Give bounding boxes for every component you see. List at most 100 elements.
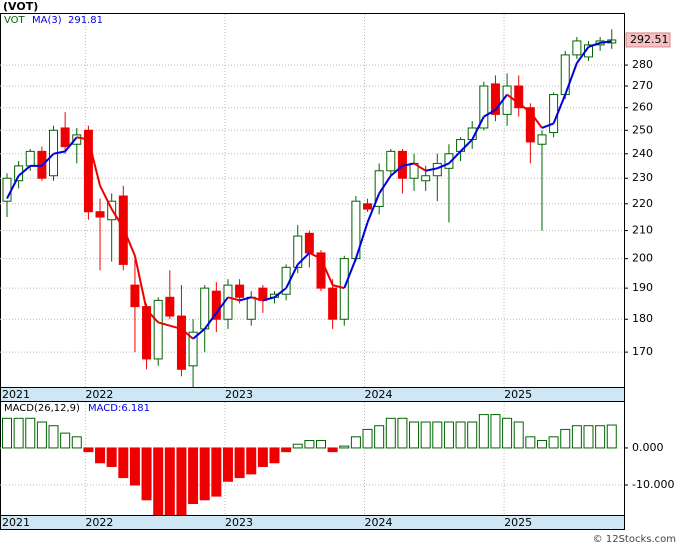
legend-symbol: VOT: [4, 15, 26, 26]
ma-segment: [448, 150, 462, 165]
x-tick-label: 2023: [225, 516, 253, 529]
candle-body: [235, 284, 245, 298]
macd-bar: [467, 421, 478, 449]
ma-segment: [343, 258, 357, 289]
candle-body: [60, 127, 70, 148]
ma-segment: [17, 165, 31, 177]
macd-bar: [153, 447, 164, 516]
ma-segment: [588, 41, 601, 48]
ma-segment: [354, 222, 369, 259]
macd-bar: [583, 425, 594, 449]
ma-segment: [6, 175, 20, 200]
legend-ma: MA(3): [32, 15, 62, 26]
macd-bar: [339, 445, 350, 449]
macd-bar: [571, 425, 582, 449]
y-tick-label: 240: [632, 147, 653, 160]
last-price-box: [625, 32, 671, 48]
y-tick-label: 180: [632, 312, 653, 325]
x-tick-label: 2022: [85, 516, 113, 529]
macd-bar: [269, 447, 280, 464]
macd-bar: [478, 414, 489, 449]
candle-body: [72, 134, 82, 145]
x-tick-label: 2021: [2, 516, 30, 529]
candle-body: [211, 290, 221, 320]
macd-bar: [106, 447, 117, 467]
ma-segment: [518, 102, 531, 113]
macd-bar: [548, 436, 559, 449]
macd-bar: [176, 447, 187, 516]
macd-bar: [71, 436, 82, 449]
x-tick-label: 2024: [365, 516, 393, 529]
candle-body: [386, 150, 396, 172]
macd-bar: [513, 421, 524, 449]
y-tick-label: 170: [632, 345, 653, 358]
candle-body: [525, 107, 535, 143]
macd-bar: [234, 447, 245, 479]
macd-bar: [304, 440, 315, 449]
ma-segment: [413, 162, 427, 172]
ma-segment: [227, 296, 240, 302]
ma-segment: [366, 193, 381, 223]
ma-segment: [564, 62, 578, 95]
ma-segment: [297, 252, 311, 266]
x-tick-label: 2022: [85, 388, 113, 401]
macd-bar: [211, 447, 222, 497]
macd-bar: [536, 440, 547, 449]
macd-bar: [525, 436, 536, 449]
ma-segment: [180, 328, 194, 340]
y-tick-label: 210: [632, 224, 653, 237]
macd-bar: [420, 421, 431, 449]
footer: © 12Stocks.com: [593, 534, 676, 545]
ma-segment: [145, 309, 159, 324]
ma-segment: [459, 138, 473, 153]
macd-bar: [164, 447, 175, 516]
ma-segment: [64, 136, 78, 152]
macd-bar: [502, 417, 513, 449]
x-tick-label: 2025: [504, 388, 532, 401]
ma-segment: [41, 153, 55, 167]
ma-segment: [169, 324, 182, 330]
macd-bar: [455, 421, 466, 449]
ma-segment: [506, 93, 520, 105]
macd-bar: [95, 447, 106, 464]
candle-body: [514, 85, 524, 109]
x-tick-label: 2023: [225, 388, 253, 401]
ma-segment: [552, 94, 567, 124]
ma-segment: [110, 208, 125, 229]
y-tick-label: -10.000: [632, 478, 674, 491]
macd-bar: [281, 447, 292, 453]
ma-segment: [332, 284, 345, 290]
y-tick-label: 230: [632, 171, 653, 184]
candle-body: [316, 252, 326, 289]
macd-bar: [2, 417, 12, 449]
ma-segment: [402, 162, 415, 167]
macd-bar: [222, 447, 233, 482]
macd-bar: [432, 421, 443, 449]
candle-body: [142, 306, 152, 360]
ma-segment: [262, 296, 275, 302]
ma-segment: [122, 227, 136, 257]
candle-body: [246, 296, 256, 320]
last-price-label: 292.51: [630, 33, 669, 46]
candle-body: [479, 85, 489, 129]
ma-segment: [378, 175, 392, 194]
candle-body: [258, 287, 268, 301]
macd-bar: [409, 421, 420, 449]
ma-segment: [273, 287, 287, 299]
candle-body: [176, 315, 186, 370]
ma-segment: [239, 296, 252, 302]
candle-body: [130, 284, 140, 308]
candle-body: [549, 94, 559, 134]
macd-bar: [560, 428, 571, 449]
ma-segment: [215, 296, 229, 314]
macd-bar: [385, 417, 396, 449]
macd-bar: [397, 417, 408, 449]
candle-body: [188, 331, 198, 367]
candle-body: [444, 153, 454, 169]
legend-macd-value: MACD:6.181: [88, 403, 150, 414]
ma-segment: [483, 109, 496, 118]
ma-segment: [76, 136, 89, 141]
ma-segment: [529, 111, 543, 129]
macd-bar: [490, 414, 501, 449]
